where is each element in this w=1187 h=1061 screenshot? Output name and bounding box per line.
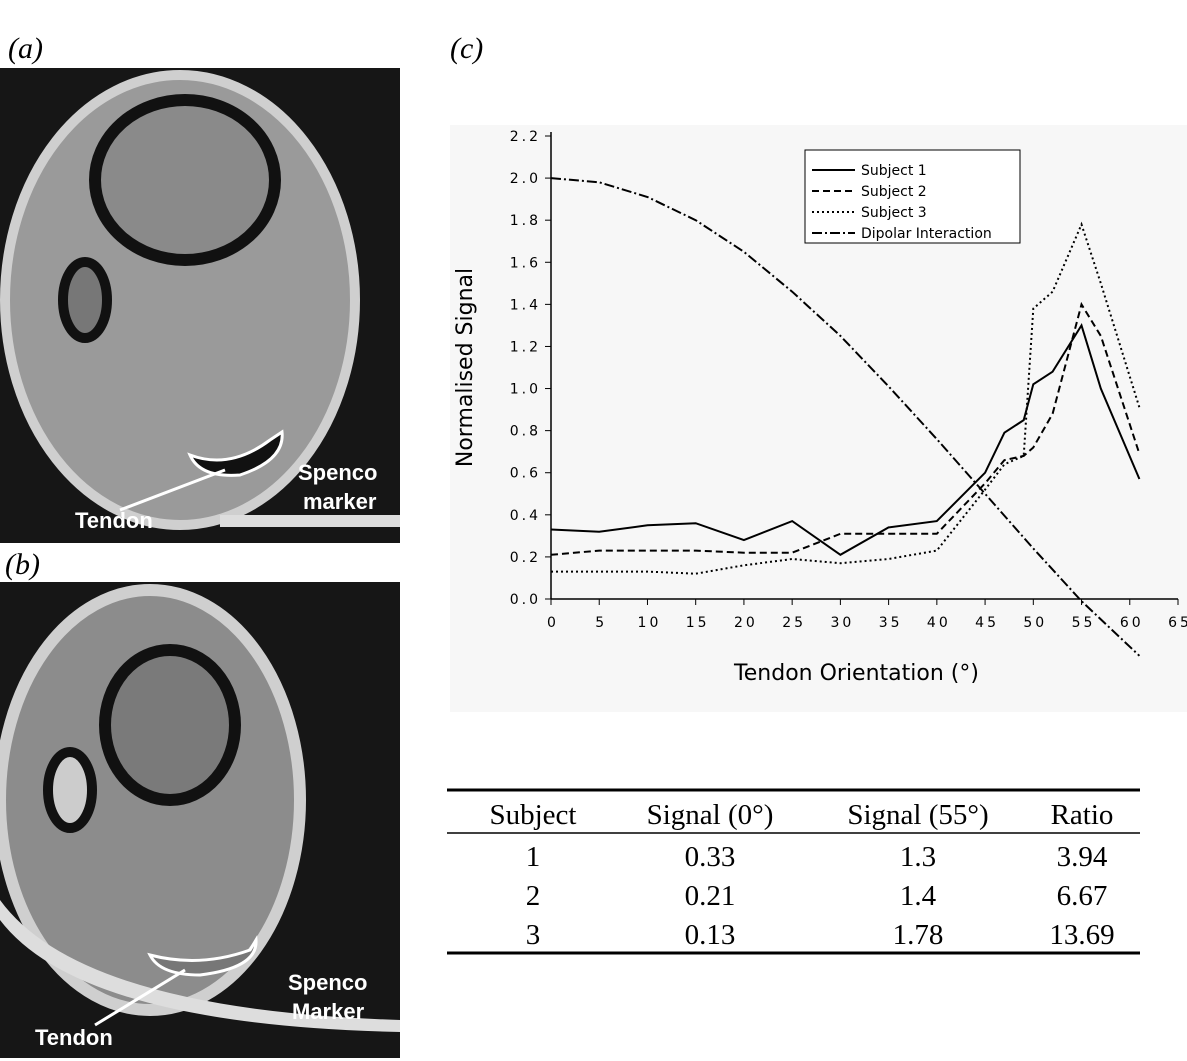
x-axis-label: Tendon Orientation (°) [733,661,979,686]
y-tick-label: 0.0 [510,592,541,608]
annotation: Spenco [298,460,377,485]
annotation: Marker [292,999,365,1024]
annotation: Spenco [288,970,367,995]
y-tick-label: 1.6 [510,255,541,271]
x-tick-label: 5 [595,615,607,631]
x-tick-label: 55 [1072,615,1096,631]
x-tick-label: 15 [686,615,710,631]
y-tick-label: 0.8 [510,424,541,440]
legend-box [804,149,1021,244]
panel-label: (a) [8,32,43,65]
table-cell: 1.4 [900,880,937,912]
series-line [550,323,1141,556]
y-tick-label: 1.2 [510,339,541,355]
table-cell: 3.94 [1057,841,1108,873]
legend-label: Subject 1 [861,163,927,179]
table: Subject Signal (0°) Signal (55°) Ratio 1 0.33… [447,788,1140,955]
x-tick-label: 10 [638,615,662,631]
x-tick-label: 30 [830,615,854,631]
annotation: Tendon [75,508,153,533]
x-tick-label: 45 [975,615,999,631]
x-tick-label: 50 [1023,615,1047,631]
mri-image: Tendon Spenco marker [0,68,400,543]
x-tick-label: 40 [927,615,951,631]
x-tick-label: 0 [547,615,559,631]
mri-image: Tendon Spenco Marker [0,582,400,1058]
table-cell: 6.67 [1057,880,1108,912]
series-line [550,177,1141,657]
chart: 0.0 0.2 0.4 0.6 0.8 1.0 1.2 1.4 1.6 1.8 2.0 2.2 0 5 10… [453,129,1187,686]
y-tick-label: 1.0 [510,382,541,398]
y-tick-label: 2.2 [510,129,541,145]
panel-label: (c) [450,32,483,65]
table-header: Ratio [1051,799,1114,831]
table-cell: 1.3 [900,841,936,873]
table-cell: 1.78 [893,919,944,951]
y-tick-label: 1.8 [510,213,541,229]
legend-label: Dipolar Interaction [861,226,992,242]
annotation: marker [303,489,377,514]
y-tick-label: 2.0 [510,171,541,187]
panel-label: (b) [5,548,40,581]
table-cell: 1 [526,841,541,873]
legend-label: Subject 3 [861,205,927,221]
legend-label: Subject 2 [861,184,927,200]
table-cell: 0.13 [685,919,736,951]
annotation: Tendon [35,1025,113,1050]
series-line [550,301,1141,556]
series-line [551,221,1141,575]
x-tick-label: 20 [734,615,758,631]
table-cell: 0.21 [685,880,736,912]
table-cell: 2 [526,880,541,912]
table-cell: 0.33 [685,841,736,873]
y-tick-label: 0.2 [510,550,541,566]
y-tick-label: 1.4 [510,297,541,313]
table-cell: 3 [526,919,541,951]
y-tick-label: 0.6 [510,466,541,482]
legend: Subject 1 Subject 2 Subject 3 Dipolar Inter… [804,149,1021,244]
table-header: Signal (0°) [647,799,774,831]
x-tick-label: 35 [879,615,903,631]
x-tick-label: 60 [1120,615,1144,631]
x-tick-label: 65 [1168,615,1187,631]
x-tick-label: 25 [782,615,806,631]
y-axis-label: Normalised Signal [453,268,478,467]
table-header: Signal (55°) [847,799,988,831]
table-cell: 13.69 [1049,919,1114,951]
table-header: Subject [490,799,577,831]
y-tick-label: 0.4 [510,508,541,524]
